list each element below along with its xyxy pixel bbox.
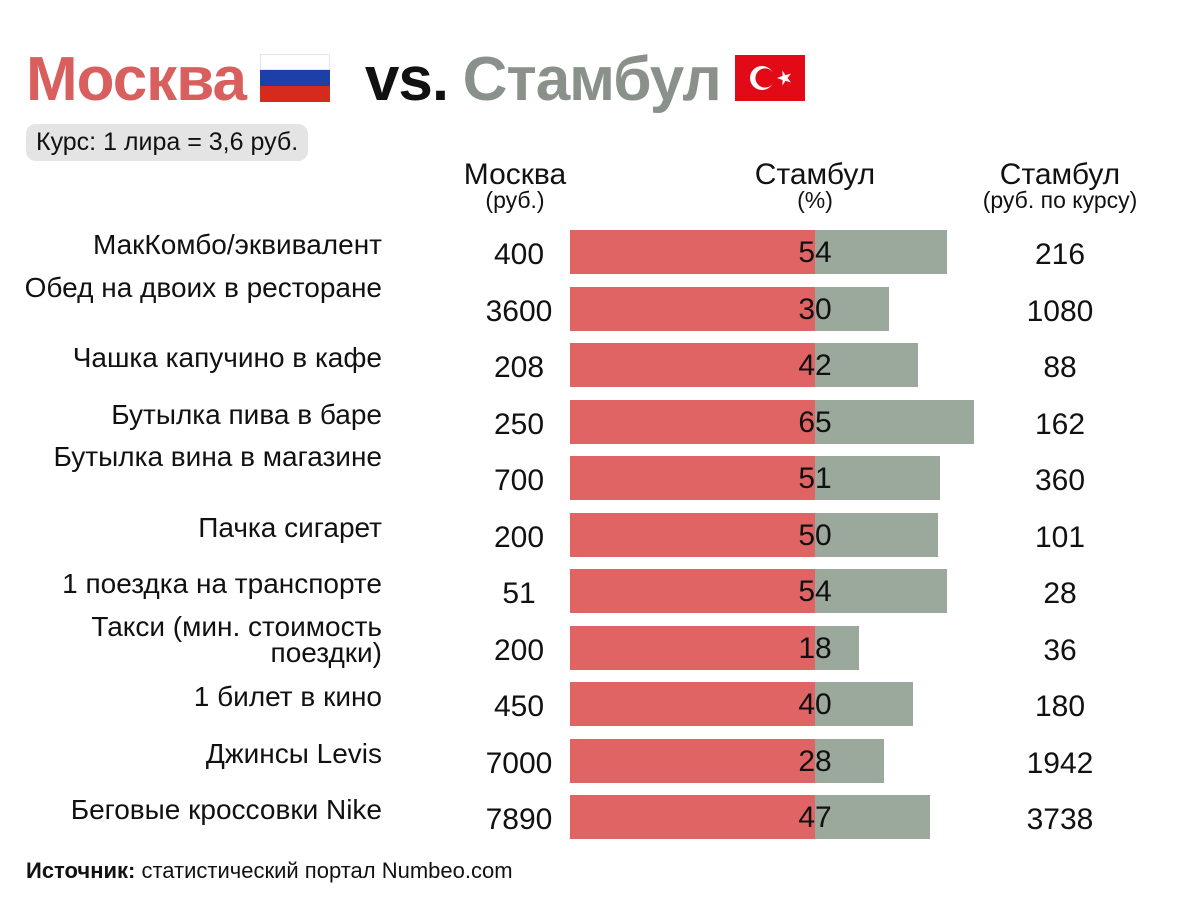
bar-istanbul [815,625,860,670]
column-header-moscow-unit: (руб.) [485,187,545,213]
istanbul-price-rub: 3738 [1026,803,1094,836]
istanbul-percent-label: 28 [798,744,832,778]
category-label: Чашка капучино в кафе [72,342,382,373]
table-row: 1 поездка на транспорте 51 54 28 [0,569,1200,625]
bar-istanbul [815,682,913,726]
source-note: Источник: статистический портал Numbeo.c… [26,858,513,884]
bar-moscow [570,399,815,444]
bar-istanbul [815,230,948,274]
title-vs: vs. [364,45,449,114]
istanbul-percent-label: 54 [798,575,832,608]
column-header-moscow-title: Москва [463,158,567,191]
turkey-flag-icon [735,54,806,101]
istanbul-percent-label: 51 [798,462,832,495]
istanbul-percent-label: 47 [798,801,832,834]
table-row: Обед на двоих в ресторане 3600 30 1080 [0,273,1200,343]
category-label: Такси (мин. стоимость поездки) [91,610,382,668]
bar-moscow [570,230,815,274]
bar-istanbul [815,795,931,839]
bar-moscow [570,795,815,839]
column-header-istanbul-percent-title: Стамбул [754,158,876,191]
moscow-price: 208 [493,351,545,384]
table-row: МакКомбо/эквивалент 400 54 216 [0,230,1200,286]
table-row: Бутылка вина в магазине 700 51 360 [0,443,1200,512]
bar-istanbul [815,738,884,783]
column-header-istanbul-rub: Стамбул (руб. по курсу) [950,160,1170,212]
column-header-istanbul-percent-unit: (%) [797,187,833,213]
table-row: Бутылка пива в баре 250 65 162 [0,398,1200,456]
istanbul-price-rub: 1080 [1026,294,1094,328]
istanbul-percent-label: 30 [798,292,832,326]
bar-istanbul [815,343,918,387]
bar-moscow [570,738,815,783]
source-label: Источник: [26,858,136,883]
moscow-price: 200 [493,633,545,667]
istanbul-price-rub: 88 [1043,351,1077,384]
istanbul-price-rub: 1942 [1026,746,1094,780]
istanbul-price-rub: 101 [1034,520,1086,554]
istanbul-percent-label: 54 [798,236,832,269]
istanbul-percent-label: 18 [798,631,832,665]
category-label: Бутылка вина в магазине [53,441,382,472]
moscow-price: 450 [493,690,545,723]
istanbul-price-rub: 162 [1034,407,1086,441]
table-row: Такси (мин. стоимость поездки) 200 18 36 [0,612,1200,682]
category-label: 1 поездка на транспорте [62,568,382,599]
column-header-istanbul-rub-title: Стамбул [999,158,1121,191]
category-label: МакКомбо/эквивалент [92,229,382,260]
bar-moscow [570,625,815,670]
bar-moscow [570,456,815,500]
chart-title: Москва vs. Стамбул [26,44,811,124]
moscow-price: 700 [493,464,545,497]
category-label: Беговые кроссовки Nike [70,794,382,825]
category-label: Обед на двоих в ресторане [24,271,382,303]
bar-istanbul [815,456,940,500]
category-label: 1 билет в кино [193,681,382,712]
istanbul-price-rub: 28 [1043,577,1077,610]
category-label: Джинсы Levis [205,737,382,769]
moscow-price: 400 [493,238,545,271]
table-row: Беговые кроссовки Nike 7890 47 3738 [0,795,1200,851]
bar-istanbul [815,512,938,557]
istanbul-percent-label: 40 [798,688,832,721]
bar-istanbul [815,399,975,444]
category-label: Пачка сигарет [198,511,382,543]
table-row: Чашка капучино в кафе 208 42 88 [0,343,1200,399]
column-header-istanbul-percent: Стамбул (%) [735,160,895,212]
source-text: статистический портал Numbeo.com [135,858,513,883]
column-header-istanbul-rub-unit: (руб. по курсу) [982,187,1138,213]
bar-istanbul [815,569,948,613]
moscow-price: 200 [493,520,545,554]
table-row: Джинсы Levis 7000 28 1942 [0,737,1200,795]
category-label: Бутылка пива в баре [111,398,382,430]
istanbul-price-rub: 180 [1034,690,1086,723]
bar-moscow [570,343,815,387]
title-istanbul: Стамбул [462,45,722,114]
bar-moscow [570,682,815,726]
istanbul-percent-label: 50 [798,518,832,552]
istanbul-price-rub: 36 [1043,633,1077,667]
exchange-rate-badge: Курс: 1 лира = 3,6 руб. [26,124,309,161]
istanbul-price-rub: 216 [1034,238,1086,271]
istanbul-percent-label: 42 [798,349,832,382]
bar-moscow [570,569,815,613]
istanbul-percent-label: 65 [798,405,832,439]
moscow-price: 3600 [485,294,553,328]
bar-moscow [570,512,815,557]
column-header-moscow: Москва (руб.) [440,160,590,212]
istanbul-price-rub: 360 [1034,464,1086,497]
moscow-price: 51 [502,577,536,610]
bar-istanbul [815,286,889,331]
table-row: Пачка сигарет 200 50 101 [0,511,1200,569]
russia-flag-icon [260,53,331,102]
table-row: 1 билет в кино 450 40 180 [0,682,1200,738]
title-moscow: Москва [26,45,247,114]
moscow-price: 250 [493,407,545,441]
bar-moscow [570,286,815,331]
moscow-price: 7890 [485,803,553,836]
moscow-price: 7000 [485,746,553,780]
